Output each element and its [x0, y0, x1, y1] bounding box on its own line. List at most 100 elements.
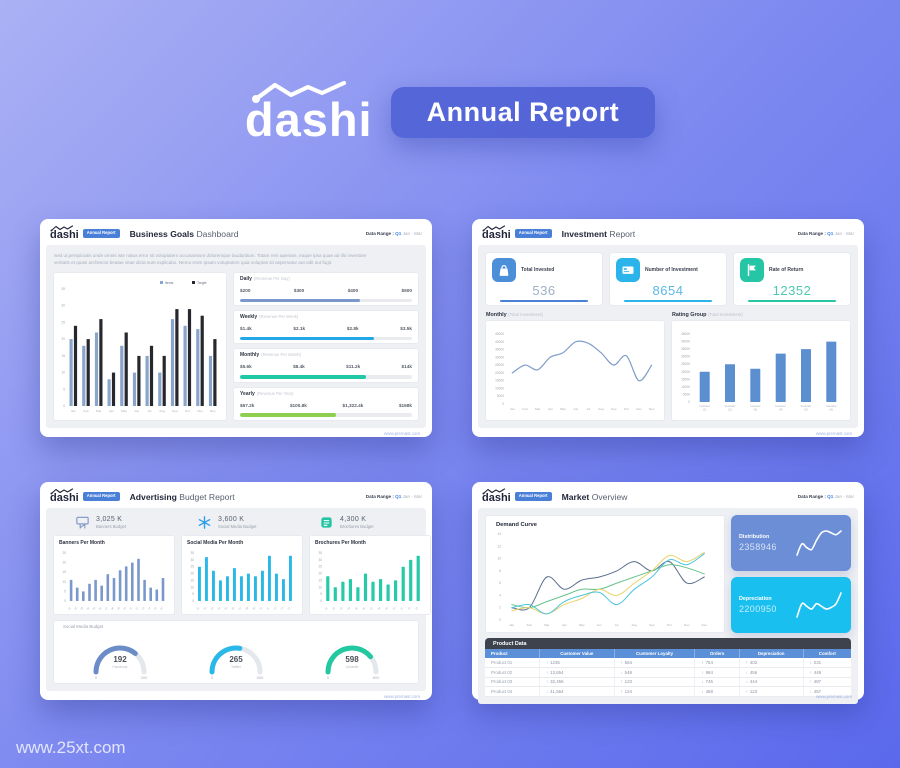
- svg-text:Items: Items: [165, 281, 174, 285]
- svg-text:Dec: Dec: [210, 409, 216, 413]
- svg-text:5000: 5000: [683, 392, 690, 396]
- svg-text:Investor: Investor: [801, 404, 812, 408]
- data-range-filter[interactable]: Data Range : Q1 Jan - Mar: [365, 231, 422, 236]
- social-media-budget-card: Social Media Budget 192 Facebook 0 200 265 T…: [53, 620, 419, 684]
- panel-header: dashi Annual Report Business Goals Dashb…: [46, 224, 426, 243]
- svg-text:800: 800: [373, 675, 380, 680]
- progress-card-weekly: Weekly (Revenue Per Week) $1.4k $2.1k $2.8k…: [233, 310, 419, 345]
- svg-text:(4): (4): [779, 407, 783, 411]
- svg-text:03: 03: [79, 606, 84, 610]
- svg-text:Aug: Aug: [159, 409, 165, 413]
- svg-text:07: 07: [369, 606, 374, 610]
- arrow-up-icon: ↑: [620, 689, 623, 695]
- data-range-filter[interactable]: Data Range : Q1 Jan - Mar: [797, 494, 854, 499]
- annual-report-badge: Annual Report: [514, 229, 552, 238]
- arrow-up-icon: ↑: [546, 659, 549, 665]
- stat-label: Banners Budget: [96, 524, 127, 529]
- svg-text:20: 20: [190, 572, 194, 576]
- svg-text:40000: 40000: [681, 339, 690, 343]
- kpi-underline: [623, 300, 713, 302]
- svg-text:20000: 20000: [681, 369, 690, 373]
- data-range-filter[interactable]: Data Range : Q1 Jan - Mar: [797, 231, 854, 236]
- card-value: 2200950: [739, 604, 777, 614]
- market-overview-panel: dashi Annual Report Market Overview Data…: [472, 482, 864, 705]
- progress-track: [240, 375, 412, 379]
- distribution-card: Distribution 2358946: [731, 515, 851, 571]
- svg-text:14: 14: [286, 606, 291, 610]
- svg-text:20000: 20000: [495, 370, 504, 374]
- svg-text:05: 05: [223, 606, 228, 610]
- flag-icon: [740, 258, 764, 282]
- arrow-up-icon: ↑: [620, 679, 623, 685]
- gauge-section-label: Social Media Budget: [63, 624, 104, 629]
- svg-text:35: 35: [318, 551, 322, 555]
- data-range-filter[interactable]: Data Range : Q1 Jan - Mar: [365, 494, 422, 499]
- panel-body: Demand Curve 0 2 4 6 8 10 12 14 Jan Feb Mar Apr May J…: [478, 508, 858, 705]
- progress-card-monthly: Monthly (Revenue Per Month) $5.6k $8.4k $11…: [233, 348, 419, 383]
- svg-text:06: 06: [98, 606, 103, 610]
- revenue-progress-list: Daily (Revenue Per Day) $200 $300 $400 $500 …: [233, 271, 419, 421]
- panel-header: dashi Annual Report Investment Report Da…: [478, 224, 858, 243]
- svg-text:0: 0: [64, 599, 66, 603]
- stat-value: 3,025 K: [96, 516, 123, 523]
- svg-text:Mar: Mar: [544, 623, 549, 627]
- svg-text:Mar: Mar: [535, 407, 540, 411]
- premast-link[interactable]: www.premast.com: [384, 694, 420, 699]
- arrow-down-icon: ↓: [745, 679, 748, 685]
- svg-text:08: 08: [244, 606, 249, 610]
- kpi-value: 536: [532, 283, 556, 298]
- brochures-chart-card: Brochures Per Month 0 5 10 15 20 25 30 35 01 02 03…: [309, 535, 431, 615]
- svg-text:30000: 30000: [681, 354, 690, 358]
- progress-fill: [240, 375, 366, 379]
- svg-text:12: 12: [407, 606, 412, 610]
- premast-link[interactable]: www.premast.com: [384, 431, 420, 436]
- svg-text:01: 01: [324, 606, 329, 610]
- monthly-line-chart: 0 5000 10000 15000 20000 25000 30000 35000 40000…: [489, 329, 661, 413]
- svg-text:4: 4: [499, 593, 501, 597]
- kpi-number-of-investment: Number of Investment 8654: [609, 252, 727, 306]
- svg-text:06: 06: [230, 606, 235, 610]
- table-column-header: Customer Loyalty: [613, 649, 695, 658]
- svg-text:16: 16: [159, 606, 164, 610]
- card-label: Distribution: [739, 534, 770, 540]
- svg-text:10: 10: [122, 606, 127, 610]
- svg-text:11: 11: [399, 606, 404, 610]
- svg-text:14: 14: [147, 606, 152, 610]
- panel-title: Advertising Budget Report: [129, 491, 235, 502]
- svg-text:09: 09: [251, 606, 256, 610]
- svg-text:Apr: Apr: [548, 407, 553, 411]
- svg-text:Investor: Investor: [826, 404, 837, 408]
- progress-fill: [240, 336, 375, 341]
- distribution-sparkline: [795, 528, 843, 558]
- annual-report-badge: Annual Report: [514, 492, 552, 501]
- svg-text:(2): (2): [728, 407, 732, 411]
- dashi-mini-logo: dashi: [482, 224, 511, 241]
- svg-text:Nov: Nov: [636, 407, 642, 411]
- facebook-gauge: 192 Facebook 0 200: [68, 630, 172, 680]
- svg-text:10000: 10000: [495, 386, 504, 390]
- stat-social-media-budget: 3,600 K Social Media Budget: [175, 515, 297, 530]
- svg-text:03: 03: [339, 606, 344, 610]
- kpi-underline: [499, 300, 589, 302]
- svg-text:13: 13: [279, 606, 284, 610]
- svg-text:04: 04: [216, 606, 221, 610]
- svg-text:05: 05: [91, 606, 96, 610]
- svg-text:14: 14: [497, 532, 501, 536]
- stat-label: Brochures Budget: [340, 524, 374, 529]
- svg-text:Nov: Nov: [197, 409, 203, 413]
- stat-value: 3,600 K: [218, 516, 245, 523]
- svg-text:10: 10: [190, 585, 194, 589]
- svg-text:09: 09: [384, 606, 389, 610]
- logo-squiggle-icon: [482, 224, 506, 231]
- twitter-gauge: 265 Twitter 0 500: [184, 630, 288, 680]
- svg-text:Investor: Investor: [699, 404, 710, 408]
- premast-link[interactable]: www.premast.com: [816, 431, 852, 436]
- social-media-bar-chart: 0 5 10 15 20 25 30 35 01 02 03 04 05 06 07 08 09 10 11 12 13…: [187, 548, 297, 611]
- svg-text:Investor: Investor: [750, 404, 761, 408]
- premast-link[interactable]: www.premast.com: [816, 694, 852, 699]
- svg-text:(3): (3): [753, 407, 757, 411]
- kpi-value: 12352: [772, 283, 812, 298]
- panel-header: dashi Annual Report Advertising Budget R…: [46, 487, 426, 506]
- svg-text:200: 200: [141, 675, 148, 680]
- arrow-down-icon: ↓: [745, 669, 748, 675]
